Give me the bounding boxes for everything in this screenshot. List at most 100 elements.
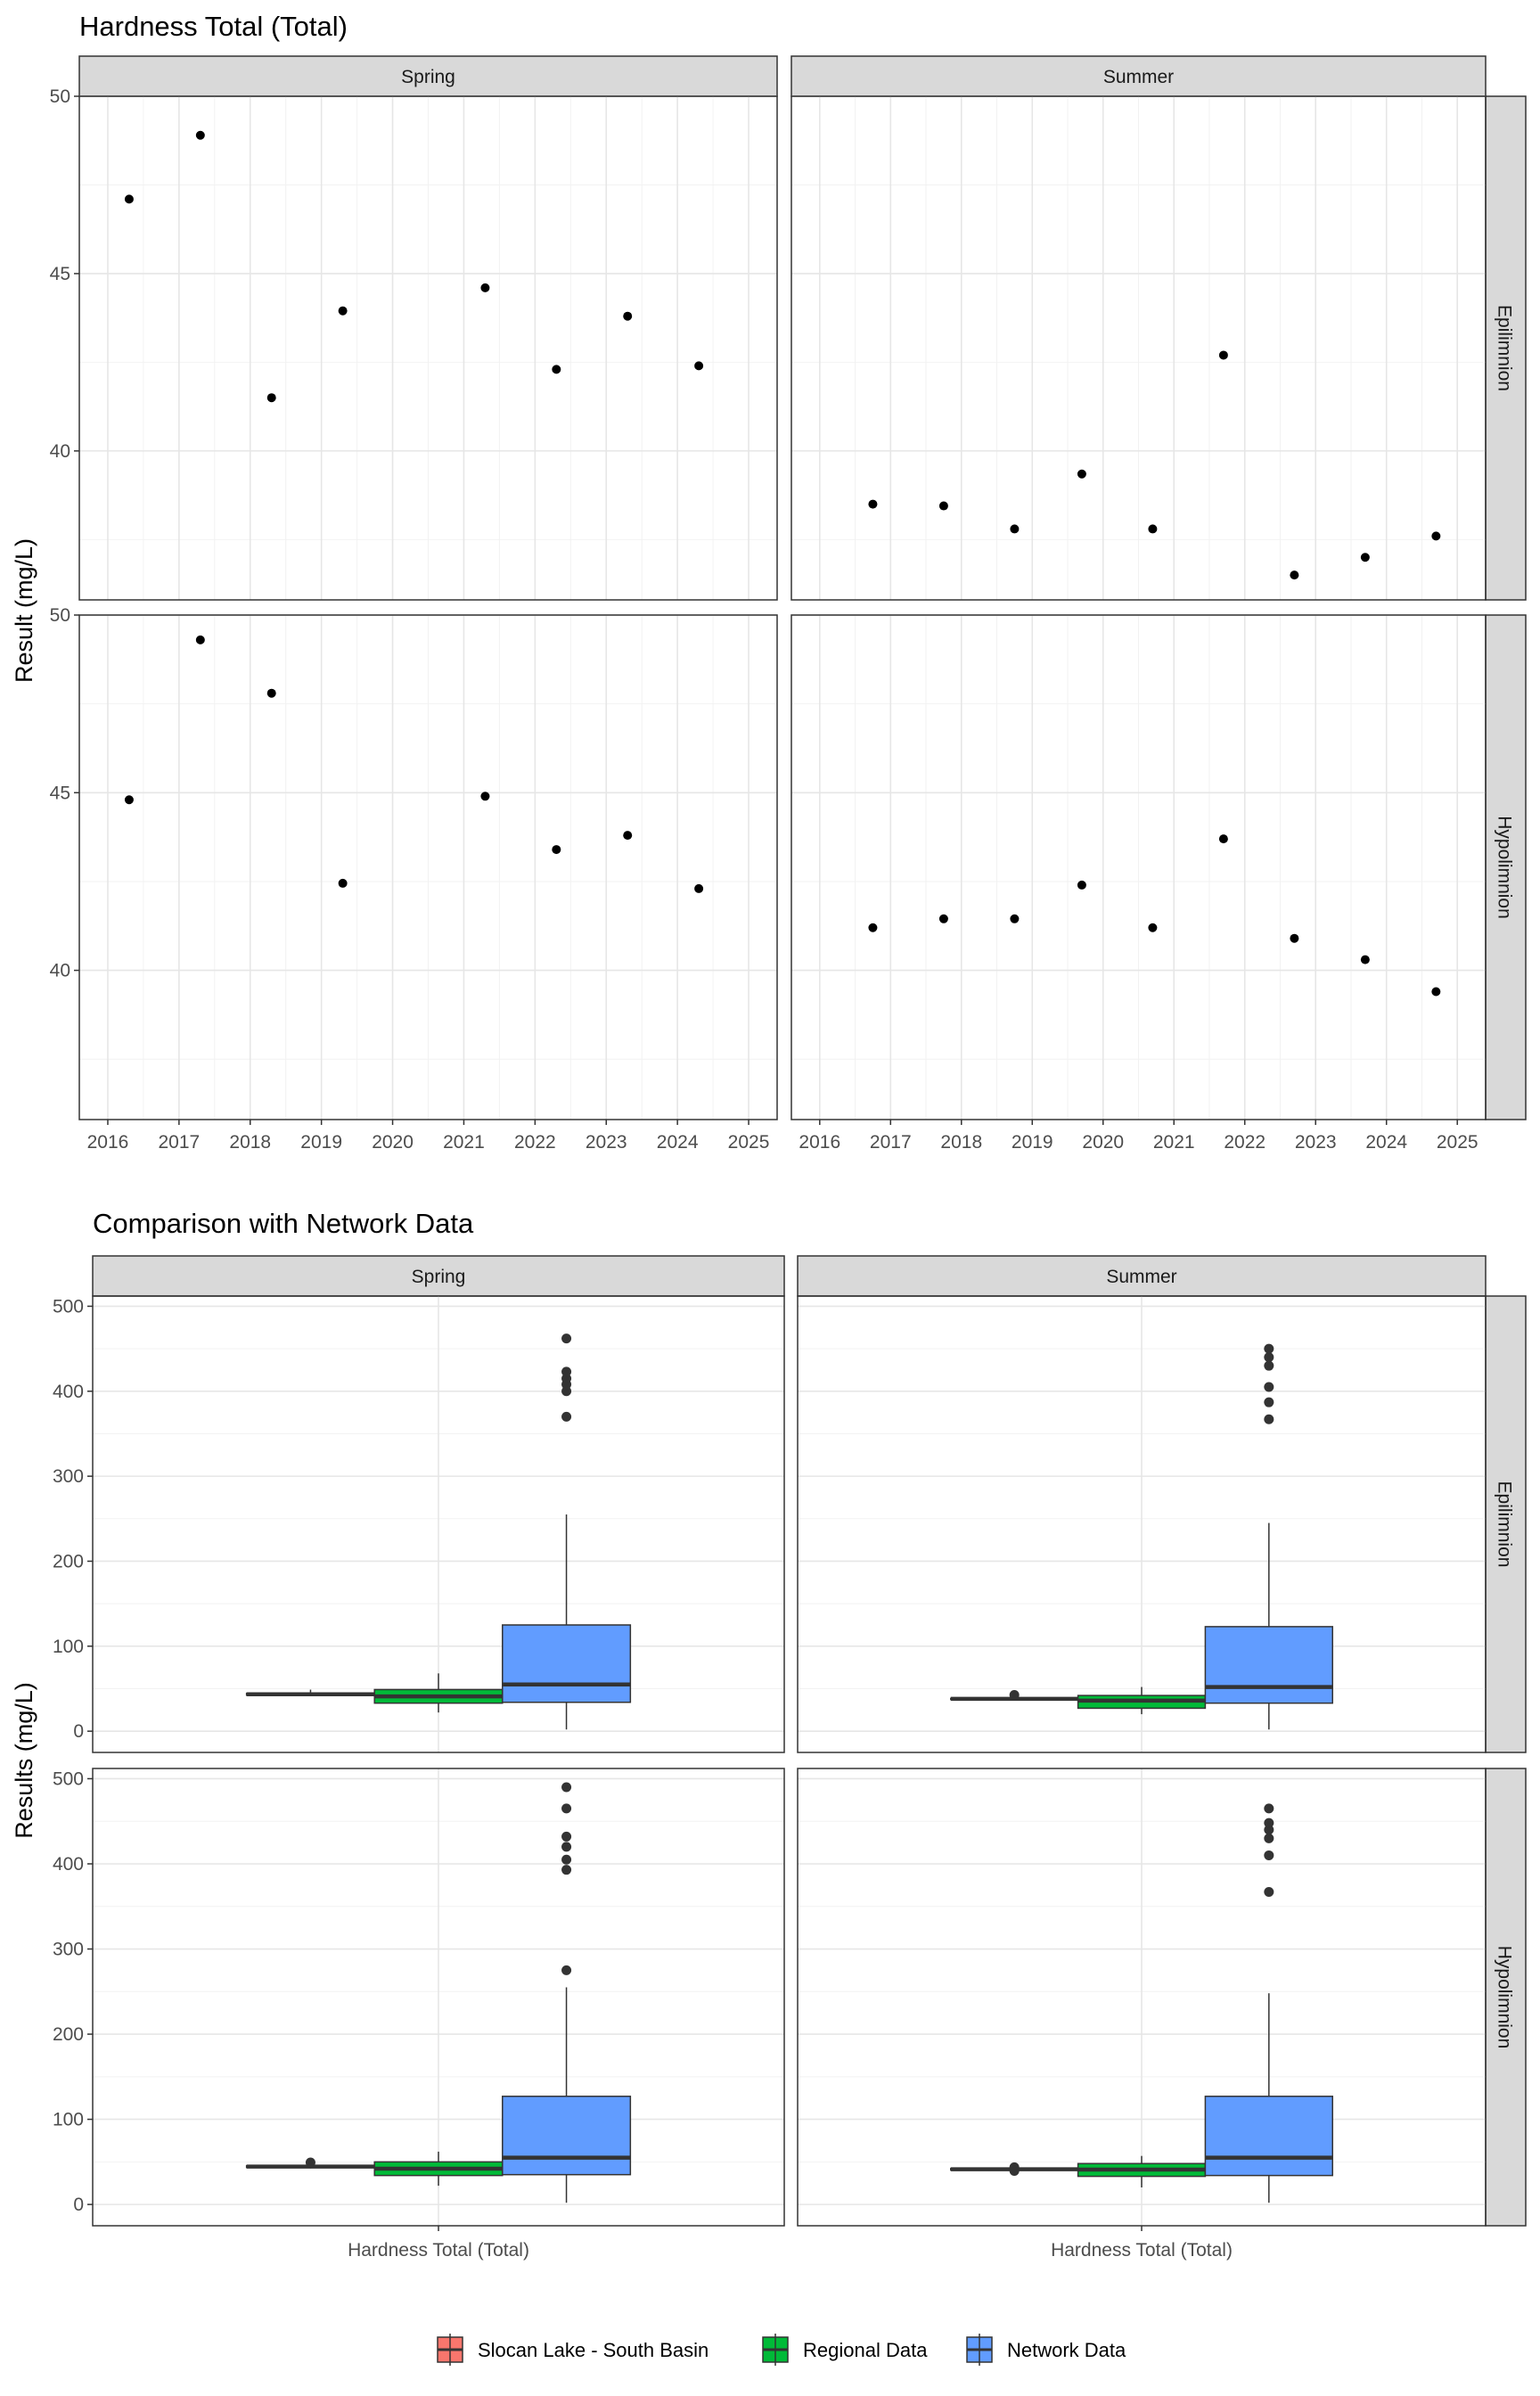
chart2-outlier	[561, 1865, 572, 1875]
chart1-data-point	[266, 393, 276, 403]
chart2-outlier	[561, 1366, 572, 1377]
chart1-y-tick-label: 50	[50, 86, 70, 107]
chart2-outlier	[1264, 1818, 1274, 1828]
chart2-row-strip-label: Hypolimnion	[1495, 1946, 1515, 2049]
chart1-x-tick-label: 2023	[586, 1132, 627, 1153]
chart2-outlier	[1264, 1833, 1274, 1843]
chart2-column-strip	[797, 1255, 1487, 1297]
chart1-x-tick-label: 2017	[870, 1132, 912, 1153]
chart2-panel-frame	[797, 1295, 1487, 1753]
chart2-y-tick-label: 500	[53, 1296, 84, 1317]
chart1-x-tick-label: 2017	[158, 1132, 200, 1153]
chart2-outlier	[561, 1831, 572, 1842]
chart2-outlier	[1009, 2162, 1020, 2172]
chart2-x-tick-label: Hardness Total (Total)	[348, 2240, 529, 2261]
chart1-data-point	[195, 130, 205, 140]
chart1-data-point	[338, 878, 348, 888]
chart2-box-slocan-lake-south-basin	[245, 2157, 375, 2169]
chart1-column-strip	[790, 55, 1487, 97]
chart1-data-point	[195, 635, 205, 644]
chart1-data-point	[1360, 553, 1370, 562]
chart2-outlier	[1264, 1825, 1274, 1835]
chart1-x-tick-label: 2021	[1153, 1132, 1195, 1153]
chart1-x-tick-label: 2025	[728, 1132, 770, 1153]
chart2-column-strip-label: Spring	[412, 1267, 466, 1287]
chart1-y-tick-label: 40	[50, 441, 70, 462]
chart2-outlier	[1264, 1352, 1274, 1363]
chart2-box-slocan-lake-south-basin	[950, 1689, 1079, 1702]
chart1-data-point	[1360, 955, 1370, 964]
chart1-data-point	[338, 306, 348, 316]
chart1-y-tick-label: 45	[50, 783, 70, 803]
chart2-box-body	[502, 1624, 632, 1703]
chart2-x-tick-label: Hardness Total (Total)	[1051, 2240, 1233, 2261]
chart2-y-tick-label: 500	[53, 1768, 84, 1789]
chart1-data-point	[552, 365, 561, 374]
chart1-row-strip	[1485, 95, 1527, 601]
chart1-data-point	[1290, 933, 1299, 943]
chart2-outlier	[1264, 1887, 1274, 1898]
chart2-y-tick-label: 400	[53, 1854, 84, 1875]
chart1-data-point	[1431, 531, 1441, 541]
chart2-box-network-data	[1204, 1343, 1333, 1730]
chart1-data-point	[1010, 524, 1020, 534]
chart1-x-tick-label: 2019	[300, 1132, 342, 1153]
chart1-data-point	[1077, 880, 1086, 890]
chart2-box-body	[1204, 2096, 1333, 2177]
chart2-outlier	[1009, 1689, 1020, 1700]
chart2-outlier	[1264, 1360, 1274, 1371]
chart1-panel-frame	[78, 614, 778, 1120]
chart1-x-tick-label: 2024	[657, 1132, 699, 1153]
chart2-y-axis-title: Results (mg/L)	[11, 1682, 37, 1839]
chart1-x-tick-label: 2022	[1224, 1132, 1266, 1153]
chart2-y-tick-label: 400	[53, 1382, 84, 1402]
chart2-outlier	[1264, 1850, 1274, 1860]
chart2-outlier	[561, 1854, 572, 1865]
chart1-x-tick-label: 2023	[1295, 1132, 1337, 1153]
chart2-y-tick-label: 300	[53, 1466, 84, 1487]
chart1-data-point	[552, 845, 561, 855]
chart1-title: Hardness Total (Total)	[79, 11, 348, 42]
chart1-data-point	[1290, 570, 1299, 580]
chart2-outlier	[561, 1782, 572, 1793]
chart2-box-slocan-lake-south-basin	[245, 1689, 375, 1696]
chart2-outlier	[561, 1965, 572, 1975]
chart1-panel-frame	[78, 95, 778, 601]
chart2-column-strip	[92, 1255, 785, 1297]
chart1-y-tick-label: 50	[50, 605, 70, 626]
chart1-row-strip-label: Epilimnion	[1495, 305, 1515, 391]
chart1-x-tick-label: 2018	[940, 1132, 982, 1153]
chart2-y-tick-label: 100	[53, 1637, 84, 1657]
chart1-x-tick-label: 2024	[1365, 1132, 1407, 1153]
chart1-x-tick-label: 2022	[514, 1132, 556, 1153]
chart2-outlier	[561, 1333, 572, 1344]
chart2-box-regional-data	[373, 1673, 504, 1713]
chart1-row-strip	[1485, 614, 1527, 1120]
chart1-column-strip	[78, 55, 778, 97]
legend-label: Slocan Lake - South Basin	[478, 2339, 709, 2361]
chart2-outlier	[561, 1373, 572, 1383]
chart1-data-point	[623, 311, 633, 321]
chart1-x-tick-label: 2016	[87, 1132, 129, 1153]
chart1-data-point	[1010, 914, 1020, 923]
chart1-data-point	[1148, 923, 1158, 932]
chart1-data-point	[868, 499, 878, 509]
chart2-box-regional-data	[373, 2151, 504, 2187]
chart2-outlier	[1264, 1414, 1274, 1424]
chart1-y-axis-title: Result (mg/L)	[11, 538, 37, 683]
chart2-outlier	[1264, 1343, 1274, 1354]
chart2-y-tick-label: 200	[53, 1551, 84, 1571]
chart2-row-strip	[1485, 1295, 1527, 1753]
chart1-data-point	[1218, 350, 1228, 360]
chart2-box-regional-data	[1077, 1686, 1207, 1715]
chart1-data-point	[938, 914, 948, 923]
chart1-panel-frame	[790, 614, 1487, 1120]
chart2-outlier	[561, 1411, 572, 1422]
chart1-x-tick-label: 2020	[372, 1132, 414, 1153]
chart2-outlier	[561, 1386, 572, 1397]
chart1-panel-frame	[790, 95, 1487, 601]
chart1-data-point	[124, 194, 134, 204]
chart2-y-tick-label: 200	[53, 2024, 84, 2045]
legend-label: Network Data	[1007, 2339, 1126, 2361]
